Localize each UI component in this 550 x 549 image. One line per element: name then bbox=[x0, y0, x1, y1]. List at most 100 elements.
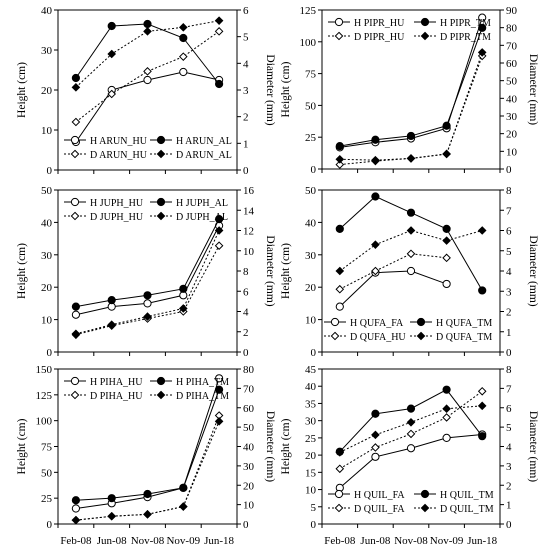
series-line bbox=[75, 415, 220, 521]
y2-tick-label: 50 bbox=[506, 76, 518, 88]
y-tick-label: 75 bbox=[305, 69, 317, 81]
series-line bbox=[75, 20, 220, 88]
y-tick-label: 45 bbox=[305, 364, 317, 376]
data-point bbox=[371, 240, 380, 249]
data-point bbox=[71, 515, 81, 525]
y2-tick-label: 10 bbox=[506, 146, 518, 158]
y2-tick-label: 20 bbox=[243, 480, 255, 492]
data-point bbox=[335, 142, 344, 151]
x-tick-label: Nov-09 bbox=[430, 535, 464, 547]
y-axis-label: Height (cm) bbox=[16, 243, 28, 299]
series-line bbox=[339, 433, 483, 489]
data-point bbox=[371, 430, 380, 440]
data-point bbox=[442, 404, 451, 414]
y2-tick-label: 6 bbox=[506, 226, 512, 238]
legend-marker bbox=[420, 489, 430, 499]
data-point bbox=[406, 154, 416, 163]
data-point bbox=[215, 374, 224, 383]
legend-label: H QUIL_TM bbox=[440, 490, 494, 501]
y2-tick-label: 1 bbox=[506, 500, 512, 512]
legend-marker bbox=[420, 17, 430, 27]
data-point bbox=[406, 226, 416, 235]
y2-tick-label: 0 bbox=[506, 519, 512, 531]
data-point bbox=[478, 432, 487, 441]
data-point bbox=[143, 291, 152, 300]
series-d-quil_tm bbox=[335, 401, 487, 457]
y-tick-label: 40 bbox=[305, 381, 317, 393]
legend-marker bbox=[70, 149, 80, 159]
legend-marker bbox=[70, 376, 80, 386]
data-point bbox=[406, 417, 416, 427]
data-point bbox=[442, 279, 451, 289]
data-point bbox=[143, 19, 152, 29]
data-point bbox=[442, 121, 451, 130]
y2-tick-label: 0 bbox=[506, 164, 512, 176]
series-d-pipr_hu bbox=[335, 51, 487, 169]
data-point bbox=[477, 226, 487, 235]
legend-label: D PIHA_HU bbox=[90, 391, 143, 402]
data-point bbox=[107, 21, 116, 31]
series-d-quil_fa bbox=[335, 386, 487, 474]
y2-tick-label: 12 bbox=[243, 226, 254, 238]
x-tick-label: Jun-08 bbox=[97, 535, 127, 547]
chart-panel-5: 0 25 50 75 100 125 150 0 10 20 30 40 50 60 70 80 Feb-08 J… bbox=[16, 364, 276, 547]
y-tick-label: 125 bbox=[300, 5, 317, 17]
data-point bbox=[442, 413, 451, 422]
y2-tick-label: 5 bbox=[506, 422, 512, 434]
data-point bbox=[143, 67, 152, 76]
legend-label: H PIPR_TM bbox=[440, 18, 491, 29]
data-point bbox=[178, 304, 188, 313]
data-point bbox=[442, 385, 451, 394]
y-tick-label: 0 bbox=[311, 519, 317, 531]
data-point bbox=[335, 160, 345, 169]
data-point bbox=[371, 452, 380, 461]
y-tick-label: 30 bbox=[41, 250, 53, 262]
legend: H QUFA_FA H QUFA_TM D QUFA_HU D QUFA_TM bbox=[324, 317, 492, 343]
legend-marker bbox=[330, 331, 340, 341]
y-tick-label: 10 bbox=[305, 485, 317, 497]
data-point bbox=[477, 48, 487, 57]
y2-tick-label: 4 bbox=[506, 442, 512, 454]
x-tick-label: Jun-18 bbox=[467, 535, 497, 547]
y-tick-label: 100 bbox=[36, 416, 53, 428]
y-tick-label: 10 bbox=[41, 315, 53, 327]
data-point bbox=[335, 448, 345, 457]
data-point bbox=[442, 224, 451, 233]
legend-marker bbox=[70, 211, 80, 221]
data-point bbox=[71, 117, 81, 127]
legend-label: D JUPH_AL bbox=[176, 212, 228, 223]
series-line bbox=[339, 390, 483, 470]
y2-tick-label: 0 bbox=[243, 347, 249, 359]
y2-tick-label: 10 bbox=[243, 500, 255, 512]
legend: H PIHA_HU H PIHA_TM D PIHA_HU D PIHA_TM bbox=[64, 376, 229, 402]
y2-tick-label: 0 bbox=[243, 519, 249, 531]
data-point bbox=[215, 215, 224, 224]
series-h-qufa_fa bbox=[335, 266, 451, 311]
series-d-juph_al bbox=[71, 226, 224, 339]
y2-tick-label: 4 bbox=[506, 266, 512, 278]
y2-tick-label: 6 bbox=[243, 5, 249, 17]
legend-label: D QUIL_TM bbox=[440, 504, 494, 515]
legend: H ARUN_HU H ARUN_AL D ARUN_HU D ARUN_AL bbox=[64, 135, 232, 161]
data-point bbox=[406, 208, 416, 217]
legend-label: H ARUN_AL bbox=[176, 136, 232, 147]
y-tick-label: 0 bbox=[47, 519, 53, 531]
y-axis-label: Height (cm) bbox=[280, 243, 292, 299]
series-h-juph_al bbox=[71, 215, 224, 311]
y-tick-label: 75 bbox=[41, 442, 53, 454]
data-point bbox=[107, 494, 116, 503]
legend-marker bbox=[156, 135, 166, 145]
y-tick-label: 50 bbox=[305, 185, 317, 197]
data-point bbox=[478, 23, 487, 32]
data-point bbox=[71, 329, 81, 339]
legend-label: H PIPR_HU bbox=[354, 18, 405, 29]
series-d-pipr_tm bbox=[335, 48, 487, 165]
legend-label: H ARUN_HU bbox=[90, 136, 148, 147]
y-axis-label: Height (cm) bbox=[16, 418, 28, 474]
legend-marker bbox=[334, 31, 344, 41]
legend-marker bbox=[156, 211, 166, 221]
legend-label: D PIHA_TM bbox=[176, 391, 229, 402]
y2-tick-label: 8 bbox=[243, 266, 249, 278]
y2-tick-label: 0 bbox=[506, 347, 512, 359]
y2-tick-label: 3 bbox=[506, 286, 512, 298]
